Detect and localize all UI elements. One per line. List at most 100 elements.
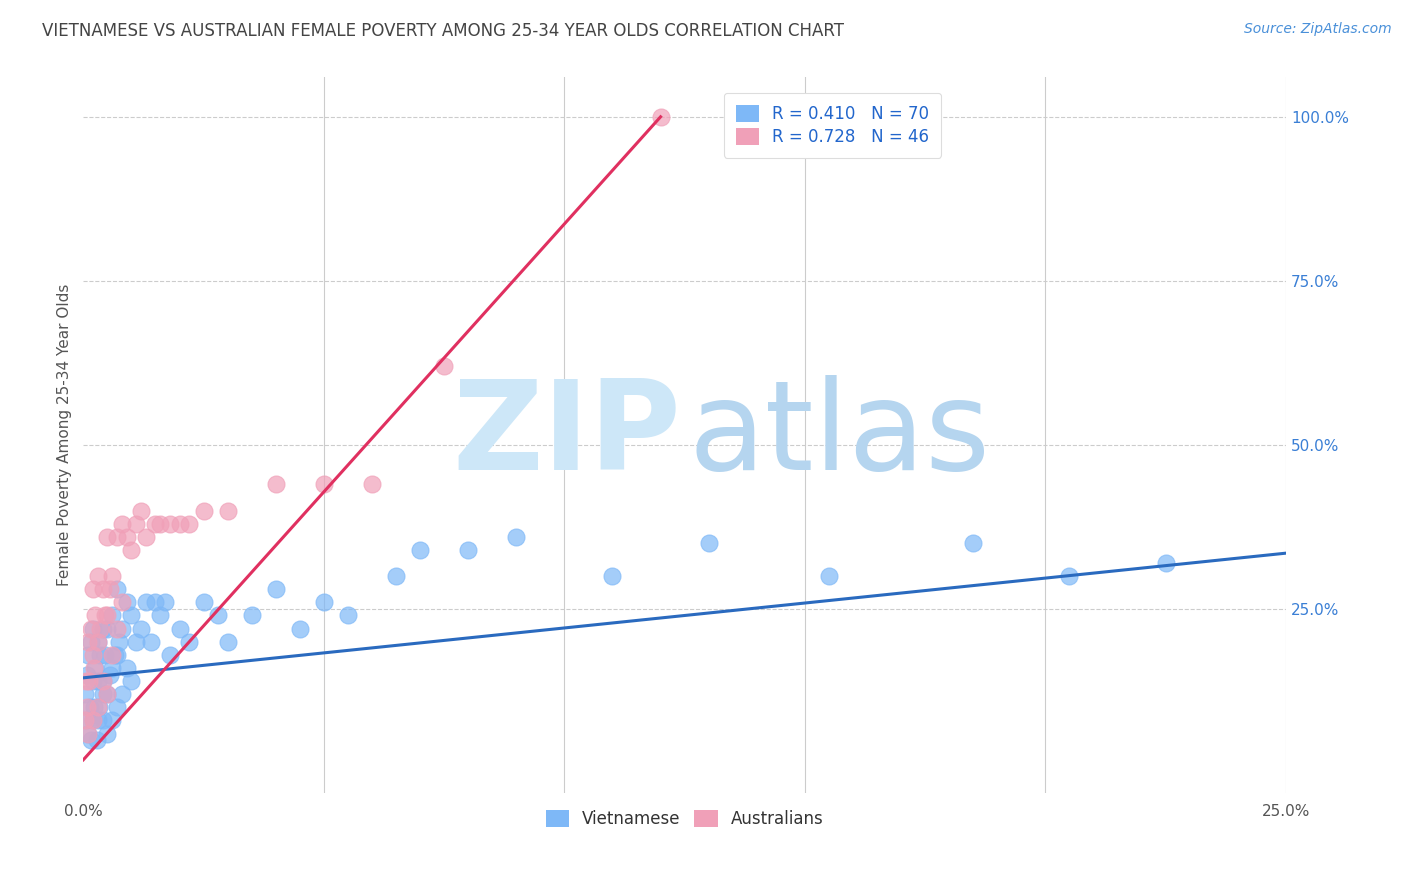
Point bbox=[87, 569, 110, 583]
Point bbox=[101, 648, 124, 662]
Point bbox=[264, 582, 287, 597]
Point bbox=[361, 477, 384, 491]
Point bbox=[312, 477, 335, 491]
Point bbox=[82, 648, 104, 662]
Point bbox=[75, 674, 97, 689]
Point bbox=[105, 622, 128, 636]
Point bbox=[77, 648, 100, 662]
Text: ZIP: ZIP bbox=[453, 375, 681, 496]
Point bbox=[169, 516, 191, 531]
Point bbox=[105, 648, 128, 662]
Text: atlas: atlas bbox=[688, 375, 990, 496]
Point bbox=[87, 714, 110, 728]
Point bbox=[193, 595, 215, 609]
Point bbox=[115, 661, 138, 675]
Point bbox=[169, 622, 191, 636]
Point bbox=[159, 648, 181, 662]
Point bbox=[96, 622, 118, 636]
Point bbox=[108, 634, 131, 648]
Point bbox=[77, 726, 100, 740]
Point bbox=[79, 733, 101, 747]
Point bbox=[111, 622, 134, 636]
Point bbox=[650, 110, 672, 124]
Point bbox=[73, 687, 96, 701]
Point bbox=[111, 687, 134, 701]
Point bbox=[139, 634, 162, 648]
Point bbox=[149, 608, 172, 623]
Point bbox=[87, 700, 110, 714]
Point bbox=[1059, 569, 1081, 583]
Point bbox=[96, 608, 118, 623]
Point bbox=[962, 536, 984, 550]
Point bbox=[84, 608, 107, 623]
Legend: Vietnamese, Australians: Vietnamese, Australians bbox=[538, 803, 831, 834]
Point bbox=[82, 714, 104, 728]
Point bbox=[84, 661, 107, 675]
Point bbox=[264, 477, 287, 491]
Point bbox=[83, 661, 105, 675]
Point bbox=[120, 608, 142, 623]
Point bbox=[111, 516, 134, 531]
Point bbox=[101, 608, 124, 623]
Text: VIETNAMESE VS AUSTRALIAN FEMALE POVERTY AMONG 25-34 YEAR OLDS CORRELATION CHART: VIETNAMESE VS AUSTRALIAN FEMALE POVERTY … bbox=[42, 22, 844, 40]
Point bbox=[76, 667, 98, 681]
Point bbox=[288, 622, 311, 636]
Point bbox=[336, 608, 359, 623]
Point bbox=[82, 714, 104, 728]
Point bbox=[86, 733, 108, 747]
Point bbox=[145, 516, 167, 531]
Point bbox=[77, 726, 100, 740]
Point bbox=[79, 622, 101, 636]
Point bbox=[82, 674, 104, 689]
Point bbox=[602, 569, 624, 583]
Point bbox=[217, 634, 239, 648]
Point bbox=[94, 648, 117, 662]
Point bbox=[105, 582, 128, 597]
Point bbox=[145, 595, 167, 609]
Point bbox=[409, 542, 432, 557]
Point bbox=[93, 687, 115, 701]
Point bbox=[159, 516, 181, 531]
Point bbox=[91, 674, 114, 689]
Point bbox=[101, 714, 124, 728]
Point bbox=[135, 530, 157, 544]
Point bbox=[91, 582, 114, 597]
Y-axis label: Female Poverty Among 25-34 Year Olds: Female Poverty Among 25-34 Year Olds bbox=[58, 284, 72, 586]
Point bbox=[91, 714, 114, 728]
Point bbox=[207, 608, 229, 623]
Point bbox=[87, 674, 110, 689]
Point bbox=[87, 700, 110, 714]
Point bbox=[125, 516, 148, 531]
Point bbox=[103, 648, 125, 662]
Point bbox=[179, 516, 201, 531]
Point bbox=[1154, 556, 1177, 570]
Point bbox=[96, 530, 118, 544]
Point bbox=[240, 608, 263, 623]
Point bbox=[457, 542, 479, 557]
Point bbox=[433, 359, 456, 373]
Point bbox=[91, 674, 114, 689]
Point bbox=[77, 674, 100, 689]
Point bbox=[89, 648, 111, 662]
Point bbox=[120, 542, 142, 557]
Point bbox=[91, 622, 114, 636]
Point bbox=[75, 714, 97, 728]
Point bbox=[89, 622, 111, 636]
Point bbox=[149, 516, 172, 531]
Point bbox=[87, 634, 110, 648]
Point bbox=[96, 687, 118, 701]
Point bbox=[125, 634, 148, 648]
Point bbox=[79, 634, 101, 648]
Point bbox=[312, 595, 335, 609]
Point bbox=[79, 700, 101, 714]
Point bbox=[129, 503, 152, 517]
Point bbox=[82, 582, 104, 597]
Point bbox=[111, 595, 134, 609]
Point bbox=[153, 595, 176, 609]
Point bbox=[98, 667, 121, 681]
Text: Source: ZipAtlas.com: Source: ZipAtlas.com bbox=[1244, 22, 1392, 37]
Point bbox=[101, 569, 124, 583]
Point bbox=[115, 595, 138, 609]
Point bbox=[217, 503, 239, 517]
Point bbox=[76, 700, 98, 714]
